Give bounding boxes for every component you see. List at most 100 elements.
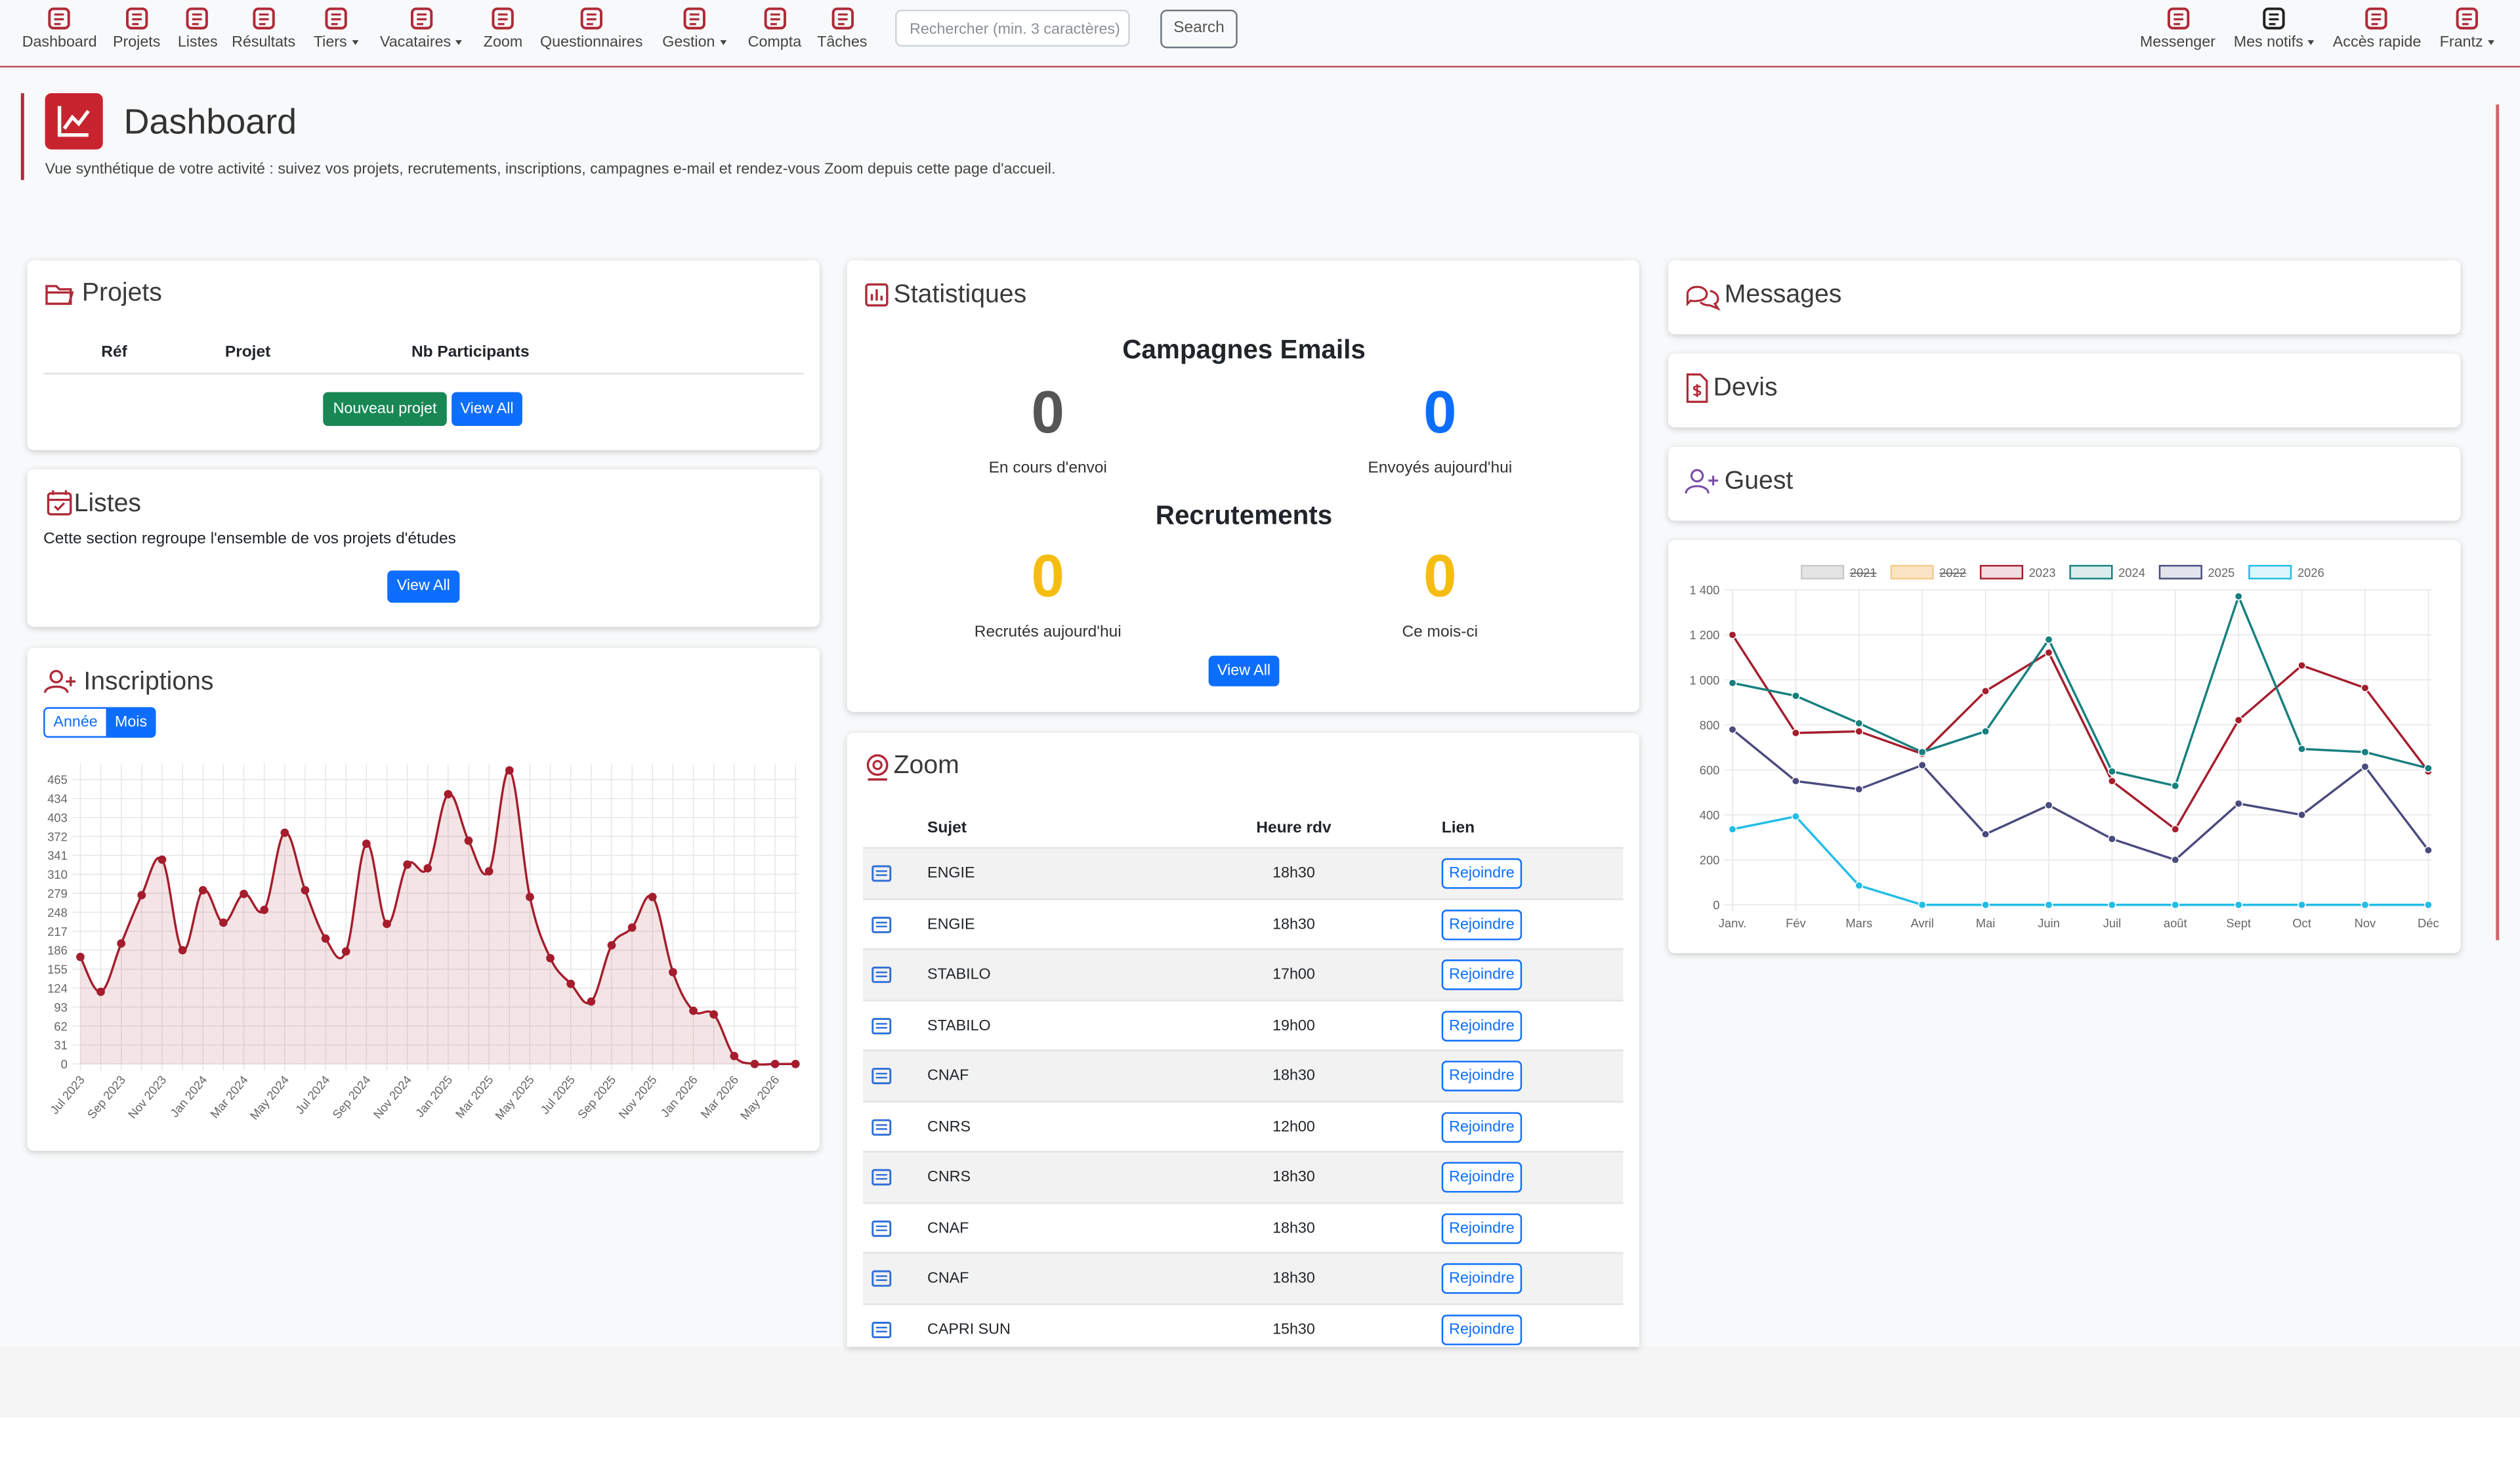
join-button[interactable]: Rejoindre [1441,1314,1522,1345]
icon-shape [875,1275,887,1281]
nav-icon [763,7,786,30]
row-icon [872,1169,892,1186]
nav-item[interactable]: Messenger [2140,7,2216,51]
legend-label: 2024 [2118,566,2145,579]
page-subtitle: Vue synthétique de votre activité : suiv… [45,160,1056,179]
nav-item[interactable]: Mes notifs [2234,7,2315,51]
icon-shape [2166,7,2189,30]
new-project-button[interactable]: Nouveau projet [323,392,447,426]
stat-label: En cours d'envoi [988,459,1107,478]
nav-item[interactable]: Tiers [314,7,358,51]
nav-item[interactable]: Gestion [662,7,726,51]
point [2234,592,2243,601]
zoom-icon [866,754,889,781]
nav-item[interactable]: Projets [113,7,160,51]
nav-item[interactable]: Frantz [2440,7,2494,51]
icon-shape [410,7,432,30]
point [117,939,126,948]
search-input[interactable]: Rechercher (min. 3 caractères) [895,9,1130,47]
icon-shape [492,7,514,30]
point [1728,630,1737,639]
nav-item[interactable]: Dashboard [22,7,97,51]
y-tick-label: 434 [47,792,68,806]
nav-item[interactable]: Questionnaires [540,7,642,51]
nav-item[interactable]: Zoom [484,7,522,51]
dropdown-caret [2487,40,2494,45]
card-text: Cette section regroupe l'ensemble de vos… [43,530,456,549]
point [1728,725,1737,734]
toggle-year[interactable]: Année [43,707,108,738]
point [750,1059,759,1068]
nav-icon [2263,7,2285,30]
user-plus-icon [43,669,76,694]
table-row: CNRS 12h00 Rejoindre [863,1100,1624,1152]
icon-shape [131,13,142,26]
row-subject: CNAF [927,1269,969,1288]
x-tick-label: Mar 2026 [698,1073,741,1121]
point [1918,761,1927,770]
search-button[interactable]: Search [1160,9,1238,49]
nav-item[interactable]: Accès rapide [2333,7,2421,51]
x-tick-label: May 2025 [492,1073,537,1122]
point [423,864,432,873]
y-tick-label: 217 [47,925,68,938]
join-button[interactable]: Rejoindre [1441,1162,1522,1193]
y-tick-label: 279 [47,887,68,900]
nav-label: Résultats [232,33,296,52]
view-all-button[interactable]: View All [452,392,522,426]
card-title: Listes [74,490,142,518]
nav-item[interactable]: Tâches [817,7,867,51]
row-icon [872,1270,892,1287]
join-button[interactable]: Rejoindre [1441,1212,1522,1244]
join-button[interactable]: Rejoindre [1441,858,1522,889]
x-tick-label: Sep 2023 [85,1073,129,1122]
stat-value: 0 [1031,543,1064,610]
line [1732,593,2429,788]
legend-swatch [1801,564,1845,579]
x-tick-label: Jul 2025 [537,1073,578,1117]
toggle-month[interactable]: Mois [106,707,156,738]
nav-item[interactable]: Vacataires [380,7,463,51]
join-button[interactable]: Rejoindre [1441,1010,1522,1041]
join-button[interactable]: Rejoindre [1441,1263,1522,1294]
nav-icon [2366,7,2388,30]
point [1981,686,1990,696]
join-button[interactable]: Rejoindre [1441,959,1522,990]
point [301,886,310,895]
join-button[interactable]: Rejoindre [1441,1061,1522,1091]
point [587,997,596,1006]
point [648,893,657,902]
point [219,918,228,927]
icon-shape [875,1326,887,1332]
icon-shape [872,966,892,983]
section-title: Recrutements [1155,501,1333,531]
stat-label: Recrutés aujourd'hui [974,623,1122,642]
icon-shape [2462,13,2472,26]
x-tick-label: Juin [2038,916,2060,930]
join-button[interactable]: Rejoindre [1441,908,1522,940]
nav-item[interactable]: Résultats [232,7,296,52]
nav-icon [325,7,347,30]
y-tick-label: 403 [47,811,68,824]
devis-icon [1686,373,1708,403]
view-all-button[interactable]: View All [387,570,460,603]
point [260,905,269,914]
icon-shape [875,1225,887,1231]
view-all-button[interactable]: View All [1208,656,1280,686]
point [2171,900,2180,910]
x-tick-label: Nov [2355,916,2376,930]
table-row: STABILO 19h00 Rejoindre [863,999,1624,1051]
point [1792,691,1800,700]
point [1728,825,1737,833]
nav-item[interactable]: Compta [748,7,801,51]
row-icon [872,1219,892,1236]
y-tick-label: 0 [1713,898,1719,912]
legend-swatch [2069,564,2113,579]
icon-shape [325,7,347,30]
point [2298,744,2306,753]
chart-icon [57,106,90,137]
nav-item[interactable]: Listes [178,7,218,51]
join-button[interactable]: Rejoindre [1441,1111,1522,1143]
point [198,886,207,895]
